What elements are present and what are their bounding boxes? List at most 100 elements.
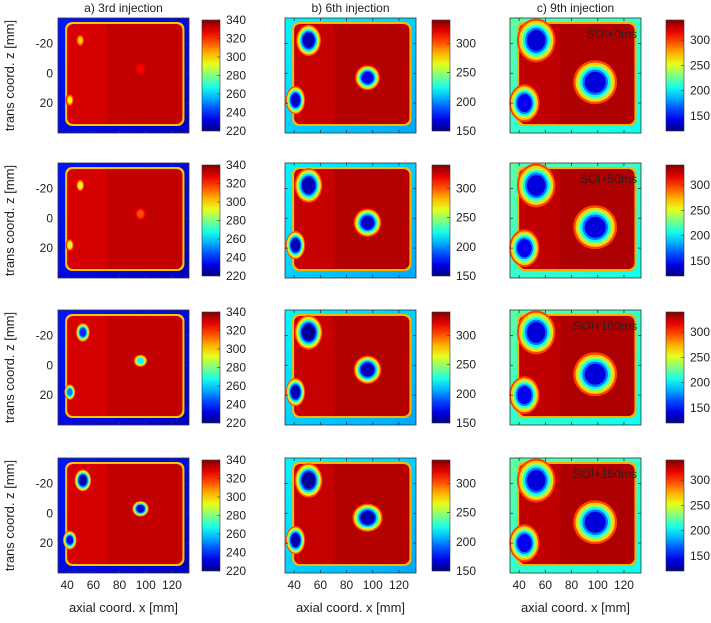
heatmap-panel-r4-c3: 40 60 80 100 120 SOI+150ms 300 250 200 150 bbox=[509, 457, 710, 592]
cold-spot bbox=[302, 32, 315, 48]
colorbar-tick-label: 220 bbox=[226, 124, 246, 138]
colorbar-tick-label: 340 bbox=[226, 305, 246, 319]
column-title: c) 9th injection bbox=[537, 1, 614, 15]
colorbar-tick-label: 220 bbox=[226, 416, 246, 430]
colorbar-tick-label: 240 bbox=[226, 106, 246, 120]
cold-spot bbox=[137, 357, 144, 364]
colorbar-tick-label: 150 bbox=[690, 549, 710, 563]
colorbar bbox=[431, 19, 451, 132]
cold-spot bbox=[517, 239, 532, 258]
x-tick-label: 60 bbox=[87, 578, 101, 592]
cold-spot bbox=[361, 71, 374, 84]
axes-frame bbox=[57, 457, 190, 574]
heatmap-panel-r3-c3: SOI+100ms 300 250 200 150 bbox=[509, 309, 710, 426]
cold-spot bbox=[290, 93, 301, 107]
colorbar-tick-label: 200 bbox=[456, 240, 476, 254]
column-title: b) 6th injection bbox=[311, 1, 389, 15]
axes-frame bbox=[509, 309, 642, 426]
colorbar-tick-label: 280 bbox=[226, 214, 246, 228]
colorbar-tick-label: 240 bbox=[226, 251, 246, 265]
axes-frame bbox=[284, 162, 417, 279]
cold-spot bbox=[584, 216, 606, 238]
plate-region bbox=[294, 463, 410, 565]
heatmap-panel-r1-c2: 300 250 200 150 bbox=[284, 17, 476, 138]
cold-spot bbox=[78, 37, 83, 44]
y-tick-label: -20 bbox=[36, 328, 54, 342]
cold-spot bbox=[302, 177, 316, 194]
x-tick-label: 120 bbox=[389, 578, 409, 592]
x-tick-label: 60 bbox=[314, 578, 328, 592]
colorbar-tick-label: 250 bbox=[456, 506, 476, 520]
colorbar-tick-label: 200 bbox=[690, 84, 710, 98]
y-tick-label: 20 bbox=[40, 96, 54, 110]
y-tick-label: 20 bbox=[40, 388, 54, 402]
axes-frame bbox=[57, 162, 190, 279]
colorbar-tick-label: 340 bbox=[226, 158, 246, 172]
y-axis-label: trans coord. z [mm] bbox=[2, 460, 17, 571]
heatmap-panel-r2-c2: 300 250 200 150 bbox=[284, 162, 476, 283]
x-tick-label: 80 bbox=[340, 578, 354, 592]
cold-spot bbox=[290, 533, 301, 547]
axes-frame bbox=[284, 309, 417, 426]
cold-spot bbox=[67, 97, 72, 104]
cold-spot bbox=[584, 71, 606, 93]
colorbar bbox=[665, 311, 685, 424]
cold-spot bbox=[527, 29, 546, 51]
heatmap-panel-r2-c1: -20 0 20 340 320 300 280 260 240 220 bbox=[36, 158, 247, 283]
y-tick-label: -20 bbox=[36, 36, 54, 50]
colorbar-tick-label: 260 bbox=[226, 87, 246, 101]
colorbar-tick-label: 300 bbox=[690, 325, 710, 339]
colorbar-tick-label: 200 bbox=[690, 524, 710, 538]
x-tick-label: 80 bbox=[113, 578, 127, 592]
cold-spot bbox=[136, 505, 145, 513]
colorbar-tick-label: 150 bbox=[690, 109, 710, 123]
plate-region bbox=[294, 315, 410, 417]
x-tick-label: 80 bbox=[565, 578, 579, 592]
y-axis-label: trans coord. z [mm] bbox=[2, 20, 17, 131]
colorbar-tick-label: 300 bbox=[456, 181, 476, 195]
heatmap-panel-r3-c1: -20 0 20 340 320 300 280 260 240 220 bbox=[36, 305, 247, 430]
plate-shade bbox=[67, 23, 108, 125]
x-tick-label: 100 bbox=[588, 578, 608, 592]
colorbar bbox=[665, 19, 685, 132]
colorbar-tick-label: 300 bbox=[690, 473, 710, 487]
colorbar-tick-label: 220 bbox=[226, 564, 246, 578]
x-axis-label: axial coord. x [mm] bbox=[521, 600, 630, 615]
y-tick-label: -20 bbox=[36, 181, 54, 195]
x-axis-label: axial coord. x [mm] bbox=[69, 600, 178, 615]
x-tick-label: 120 bbox=[614, 578, 634, 592]
axes-frame bbox=[509, 457, 642, 574]
colorbar-tick-label: 250 bbox=[456, 66, 476, 80]
colorbar-tick-label: 200 bbox=[690, 229, 710, 243]
colorbar-tick-label: 300 bbox=[690, 33, 710, 47]
colorbar-tick-label: 340 bbox=[226, 13, 246, 27]
plate-shade bbox=[67, 463, 108, 565]
cold-spot bbox=[527, 469, 546, 491]
colorbar-tick-label: 300 bbox=[456, 328, 476, 342]
colorbar-tick-label: 280 bbox=[226, 509, 246, 523]
y-tick-label: 20 bbox=[40, 536, 54, 550]
x-tick-label: 40 bbox=[512, 578, 526, 592]
colorbar-tick-label: 340 bbox=[226, 453, 246, 467]
colorbar-tick-label: 320 bbox=[226, 177, 246, 191]
colorbar-tick-label: 300 bbox=[456, 36, 476, 50]
colorbar bbox=[665, 459, 685, 572]
cold-spot bbox=[79, 327, 87, 337]
cold-spot bbox=[137, 65, 144, 72]
colorbar-tick-label: 250 bbox=[456, 358, 476, 372]
plate-region bbox=[294, 23, 410, 125]
cold-spot bbox=[290, 238, 301, 252]
colorbar-tick-label: 250 bbox=[690, 203, 710, 217]
cold-spot bbox=[66, 535, 74, 545]
time-label: SOI+150ms bbox=[573, 467, 637, 481]
colorbar-tick-label: 200 bbox=[456, 535, 476, 549]
colorbar bbox=[431, 459, 451, 572]
cold-spot bbox=[517, 94, 532, 113]
colorbar-tick-label: 150 bbox=[456, 564, 476, 578]
time-label: SOI+100ms bbox=[573, 319, 637, 333]
cold-spot bbox=[78, 475, 87, 486]
colorbar-tick-label: 220 bbox=[226, 269, 246, 283]
plate-shade bbox=[67, 315, 108, 417]
